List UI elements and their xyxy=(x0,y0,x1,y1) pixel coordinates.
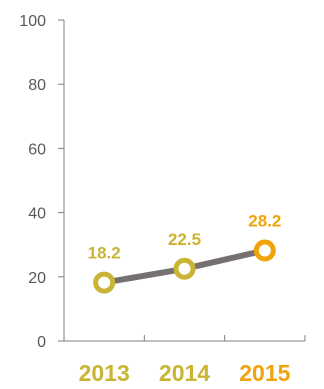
y-tick-label: 80 xyxy=(28,77,46,94)
y-tick-label: 40 xyxy=(28,206,46,223)
y-tick-label: 60 xyxy=(28,141,46,158)
data-labels: 18.2 22.5 28.2 xyxy=(88,211,282,262)
data-point xyxy=(93,271,116,294)
x-axis: 2013 2014 2015 xyxy=(64,335,306,386)
data-label: 18.2 xyxy=(88,244,121,263)
y-tick-label: 0 xyxy=(37,334,46,351)
series-layer xyxy=(93,239,276,294)
data-point xyxy=(173,257,196,280)
y-axis: 0 20 40 60 80 100 xyxy=(19,13,65,351)
data-label: 28.2 xyxy=(248,211,281,230)
data-point xyxy=(253,239,276,262)
x-tick-label: 2015 xyxy=(239,360,290,386)
data-label: 22.5 xyxy=(168,230,201,249)
y-tick-label: 20 xyxy=(28,270,46,287)
x-tick-label: 2013 xyxy=(79,360,130,386)
y-tick-label: 100 xyxy=(19,13,46,30)
x-tick-label: 2014 xyxy=(159,360,210,386)
